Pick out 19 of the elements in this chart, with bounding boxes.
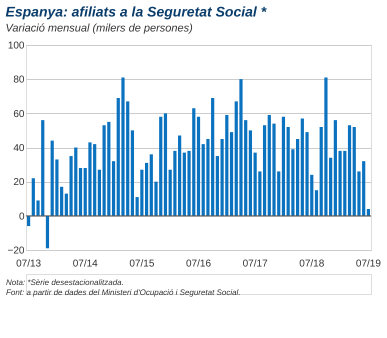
x-tick-label: 07/13: [16, 258, 42, 270]
y-tick-label: 40: [13, 143, 25, 154]
y-tick-label: 80: [13, 74, 25, 86]
text: Font: a partir de dades del Ministeri d'Ocupació i Seguretat Social.: [6, 288, 241, 297]
chart-title: Espanya: afiliats a la Seguretat Social *: [6, 4, 267, 20]
y-tick-label: 100: [8, 40, 25, 52]
chart-subtitle: Variació mensual (milers de persones): [6, 22, 194, 34]
x-tick-label: 07/18: [299, 258, 325, 270]
x-tick-label: 07/16: [186, 258, 212, 270]
bar: [46, 216, 50, 248]
x-tick-label: 07/19: [356, 258, 382, 270]
text: Nota: *Sèrie desestacionalitzada.: [6, 278, 124, 287]
x-tick-label: 07/14: [72, 258, 98, 270]
y-tick-label: 60: [13, 108, 25, 120]
x-tick-label: 07/15: [129, 258, 155, 270]
x-tick-label: 07/17: [242, 258, 268, 270]
y-tick-label: −20: [8, 246, 25, 256]
y-tick-label: 20: [13, 177, 25, 188]
y-tick-label: 0: [18, 211, 25, 222]
